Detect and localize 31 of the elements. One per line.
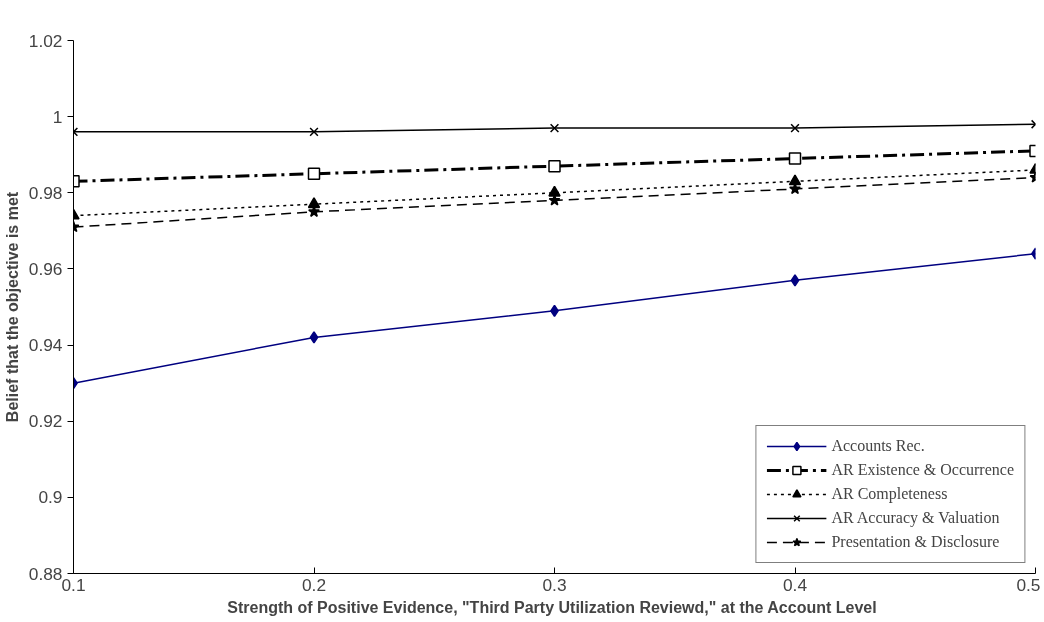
y-tick-label: 0.96 bbox=[28, 258, 63, 279]
point bbox=[548, 159, 561, 173]
legend-label: AR Accuracy & Valuation bbox=[831, 509, 1000, 527]
y-tick-label: 1 bbox=[52, 106, 63, 127]
x-tick-label: 0.5 bbox=[1016, 574, 1041, 595]
point bbox=[548, 185, 561, 197]
point bbox=[307, 167, 321, 180]
point bbox=[788, 174, 802, 186]
legend-label: Accounts Rec. bbox=[831, 437, 925, 455]
x-axis-title: Strength of Positive Evidence, "Third Party Utilization Reviewd," at the Account Level bbox=[227, 598, 877, 616]
point bbox=[309, 127, 319, 137]
y-tick-label: 1.02 bbox=[28, 30, 63, 51]
x-tick-label: 0.3 bbox=[542, 574, 567, 595]
x-tick-label: 0.1 bbox=[61, 574, 86, 595]
point bbox=[790, 123, 800, 133]
x-tick-label: 0.2 bbox=[301, 574, 327, 595]
y-tick-label: 0.88 bbox=[28, 563, 63, 584]
y-tick-label: 0.9 bbox=[38, 487, 63, 508]
y-tick-label: 0.92 bbox=[28, 411, 63, 432]
x-tick-label: 0.4 bbox=[782, 574, 808, 595]
point bbox=[309, 331, 319, 344]
point bbox=[307, 197, 321, 209]
legend-label: AR Existence & Occurrence bbox=[831, 461, 1014, 479]
legend-label: Presentation & Disclosure bbox=[831, 533, 1000, 551]
point bbox=[790, 274, 800, 287]
point bbox=[549, 123, 560, 133]
y-axis-title: Belief that the objective is met bbox=[3, 191, 21, 423]
y-tick-label: 0.98 bbox=[28, 182, 63, 203]
y-tick-label: 0.94 bbox=[28, 335, 63, 356]
point bbox=[788, 152, 802, 165]
legend-label: AR Completeness bbox=[831, 485, 948, 503]
